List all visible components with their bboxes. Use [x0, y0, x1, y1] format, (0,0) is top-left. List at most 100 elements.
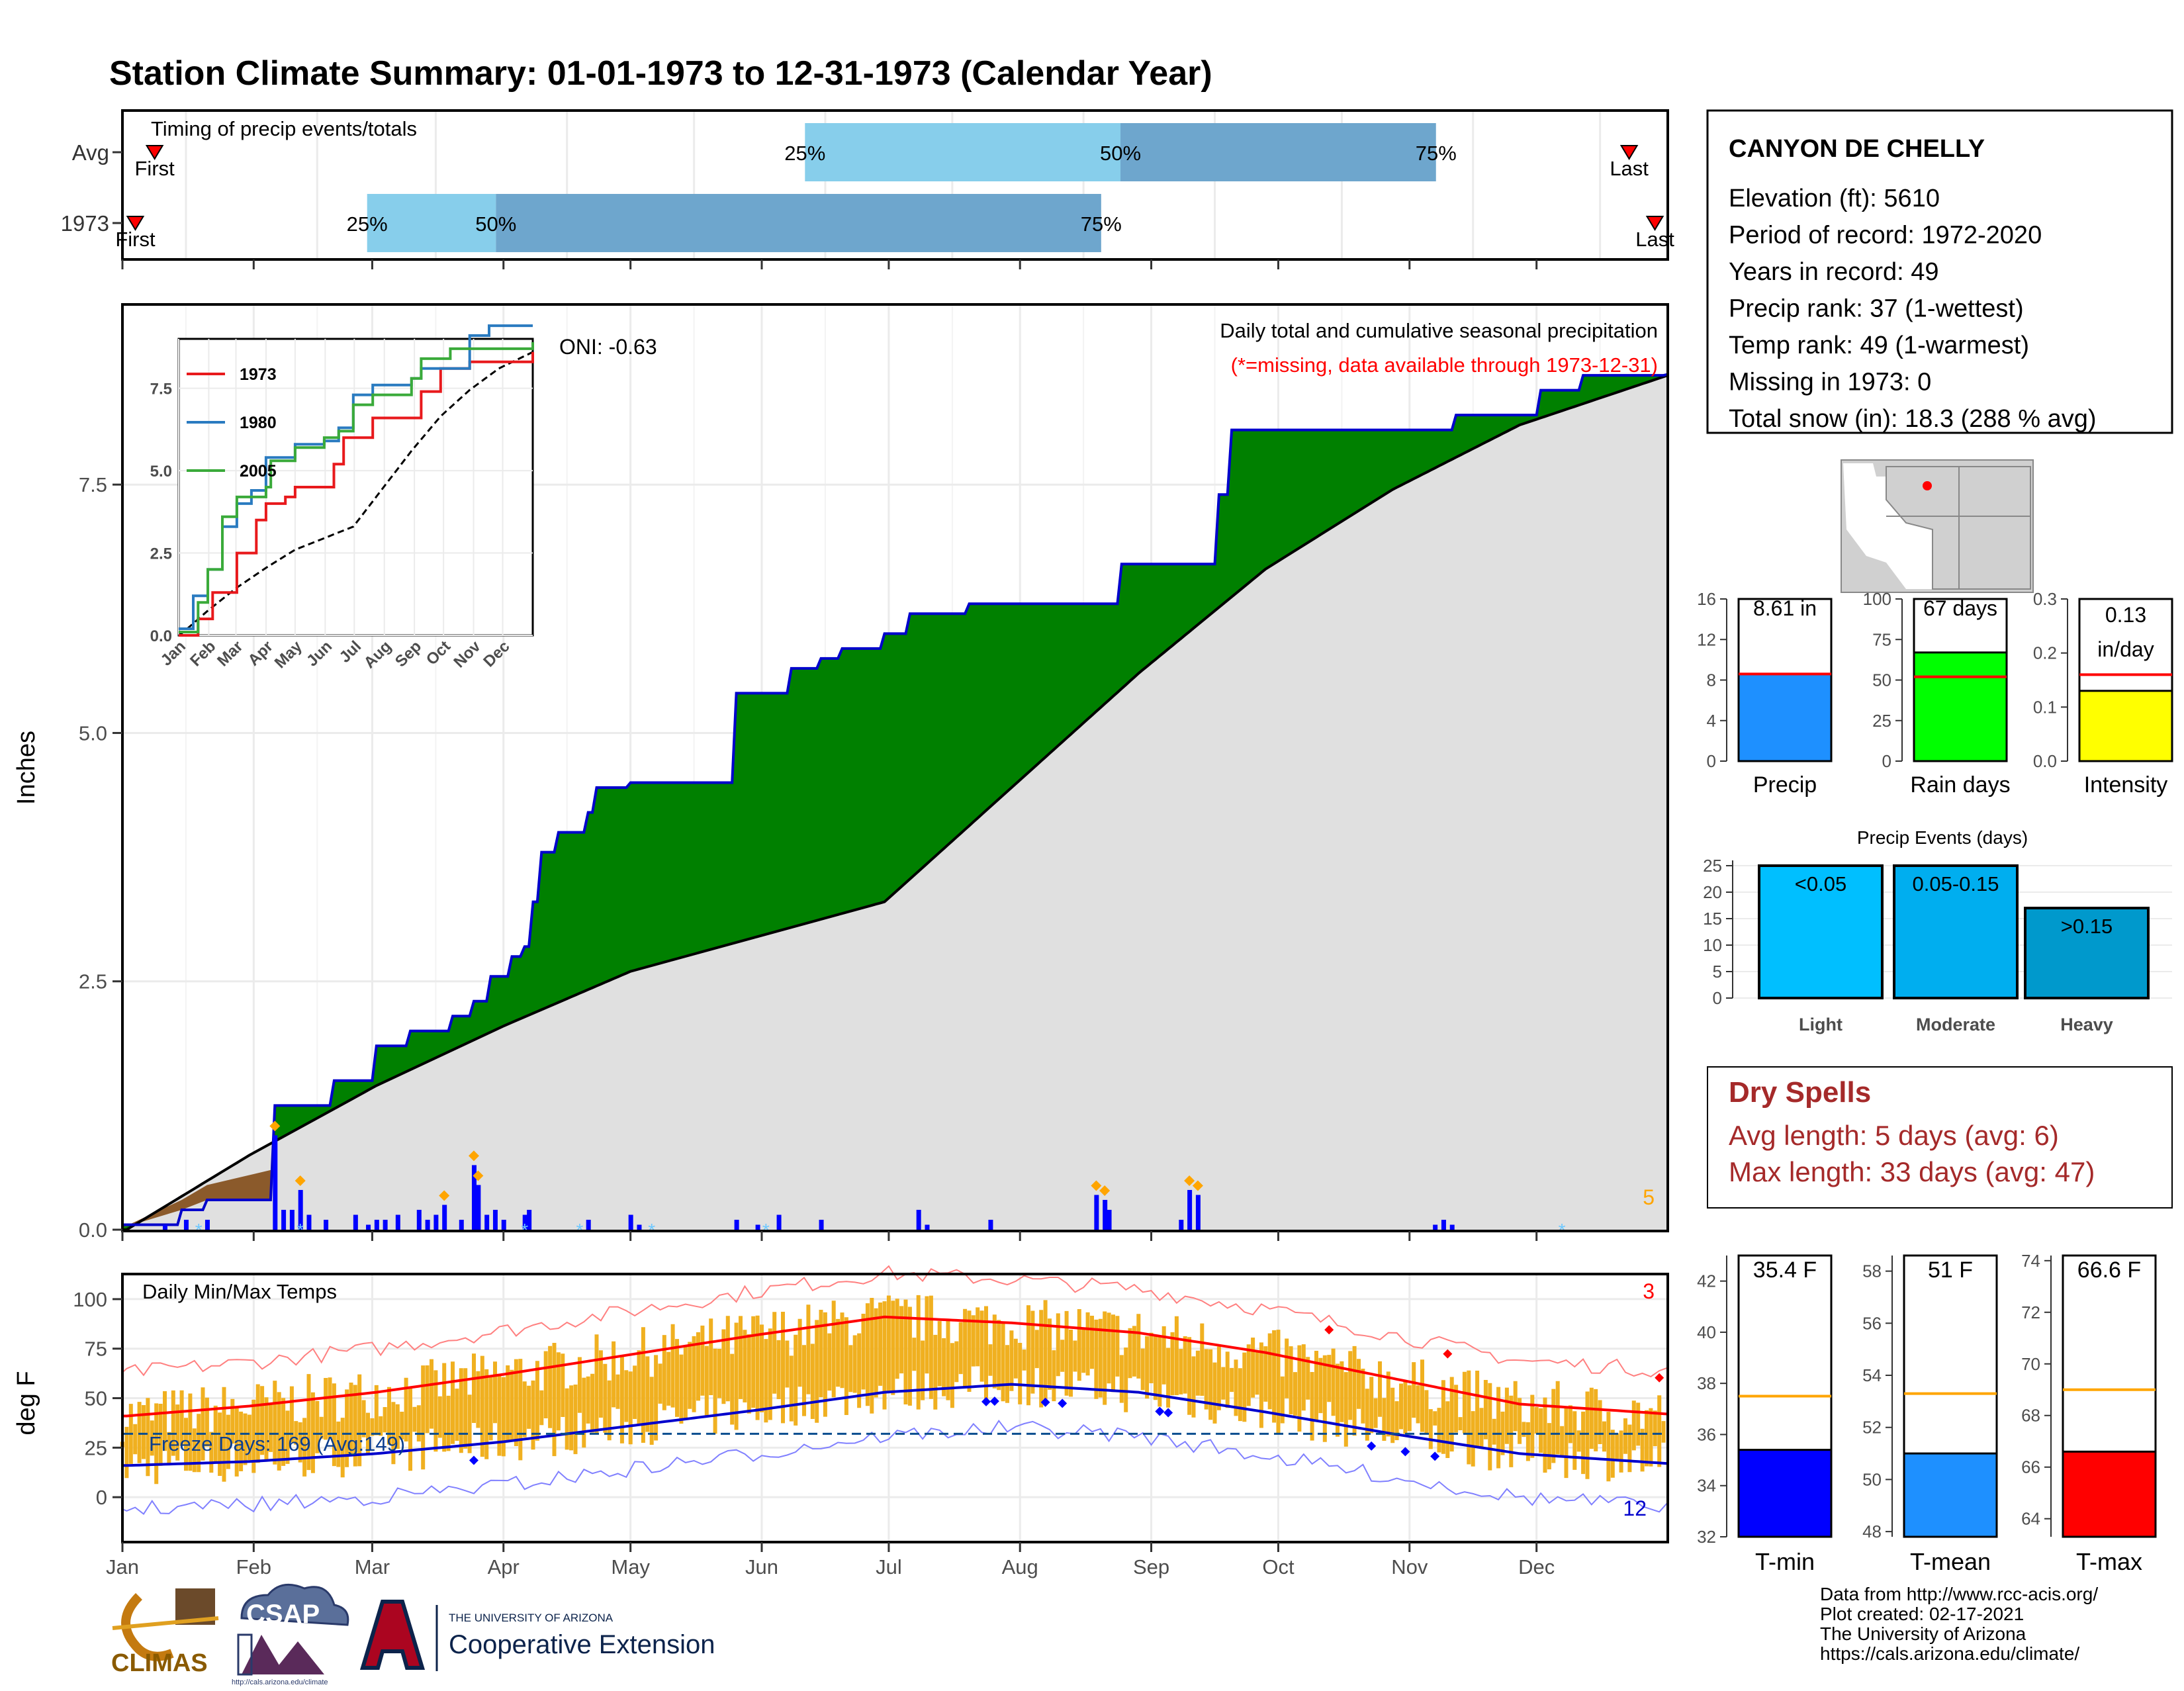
summary-bar-name: Intensity: [2084, 772, 2168, 798]
temps-y-tick-label: 75: [85, 1338, 107, 1361]
temp-bar-fill: [1737, 1449, 1833, 1538]
temp-bar-tick-label: 42: [1697, 1271, 1716, 1291]
record-low-marker: [469, 1455, 478, 1465]
station-info-box: CANYON DE CHELLY Elevation (ft): 5610 Per…: [1706, 109, 2173, 434]
daily-precip-bar: [416, 1209, 422, 1230]
below-average-area: [122, 1169, 271, 1228]
temps-count-bottom: 12: [1623, 1496, 1647, 1520]
summary-bar-tick-label: 16: [1697, 589, 1716, 609]
daily-precip-bar: [522, 1214, 527, 1230]
daily-precip-bar: [819, 1219, 824, 1230]
station-info-line: Precip rank: 37 (1-wettest): [1729, 295, 2024, 323]
month-tick-label: Aug: [1002, 1555, 1038, 1578]
timing-row-1973: 1973 25% 50% 75% First Last: [61, 194, 1674, 252]
climas-logo-text: CLIMAS: [111, 1649, 208, 1677]
footer-line: https://cals.arizona.edu/climate/: [1820, 1643, 2079, 1664]
timing-row-label: Avg: [72, 140, 109, 165]
main-precip-chart: * * * * * * * 0.02.55.07.5 Inches Daily total …: [13, 303, 1669, 1242]
temp-bar-name: T-min: [1755, 1548, 1815, 1575]
precip-event-category: Heavy: [2060, 1015, 2113, 1034]
precip-event-category: Moderate: [1916, 1015, 1995, 1034]
season-summary-bars: 0 4 8 12 16 8.61 in Precip 0 25 50 75 100 67 days Rai…: [1697, 589, 2173, 798]
timing-quartile-label: 75%: [1081, 212, 1122, 236]
timing-quartile-label: 25%: [347, 212, 388, 236]
events-tick-label: 5: [1713, 962, 1722, 982]
daily-precip-bar: [501, 1219, 506, 1230]
daily-precip-bar: [273, 1135, 278, 1230]
temp-bar-t-max: 64 66 68 70 72 74 66.6 F T-max: [2021, 1251, 2157, 1575]
temp-bar-tick-label: 32: [1697, 1527, 1716, 1547]
timing-last-label: Last: [1610, 157, 1649, 180]
daily-temps-chart: 0 25 50 75 100 Jan Feb Mar Apr May Jun Jul Aug Sep Oc…: [13, 259, 1669, 1578]
heavy-event-marker: [1091, 1180, 1102, 1191]
observed-cumulative-line: [122, 373, 1668, 1226]
summary-bar-precip: 0 4 8 12 16 8.61 in Precip: [1697, 589, 1833, 798]
temp-bar-tick-label: 72: [2021, 1303, 2040, 1322]
timing-last-marker: [1619, 145, 1639, 160]
daily-precip-bar: [1179, 1219, 1184, 1230]
record-high-marker: [1443, 1349, 1453, 1359]
timing-quartile-label: 75%: [1416, 142, 1457, 165]
csap-logo: CSAP http://cals.arizona.edu/climate: [232, 1583, 349, 1686]
daily-precip-bar: [628, 1214, 633, 1230]
heavy-event-marker: [295, 1175, 306, 1186]
temp-bar-tick-label: 40: [1697, 1322, 1716, 1342]
temp-bar-name: T-max: [2076, 1548, 2142, 1575]
daily-precip-bar: [459, 1219, 464, 1230]
precip-event-category: Light: [1799, 1015, 1843, 1034]
temp-bar-value: 35.4 F: [1753, 1257, 1817, 1283]
summary-bar-fill: [1737, 672, 1833, 762]
record-high-marker: [1655, 1373, 1664, 1383]
daily-precip-bar: [1441, 1219, 1446, 1230]
heavy-event-marker: [468, 1150, 479, 1162]
summary-bar-tick-label: 50: [1872, 670, 1891, 690]
climas-logo-swoosh: [112, 1616, 219, 1630]
daily-precip-bar: [183, 1219, 189, 1230]
inset-y-tick-label: 7.5: [150, 381, 172, 398]
record-low-marker: [1040, 1397, 1050, 1407]
daily-precip-bar: [205, 1219, 210, 1230]
temps-title: Daily Min/Max Temps: [142, 1280, 337, 1303]
timing-first-marker: [126, 216, 145, 231]
daily-precip-bar: [324, 1219, 329, 1230]
csap-logo-url: http://cals.arizona.edu/climate: [232, 1678, 328, 1686]
month-tick-label: Mar: [355, 1555, 390, 1578]
month-tick-label: Oct: [1262, 1555, 1295, 1578]
station-info-line: Total snow (in): 18.3 (288 % avg): [1729, 405, 2097, 433]
timing-quartile-2: [496, 194, 1101, 252]
summary-bar-name: Rain days: [1910, 772, 2010, 798]
timing-row-Avg: Avg 25% 50% 75% First Last: [72, 123, 1649, 181]
daily-precip-bar: [1187, 1189, 1193, 1230]
daily-precip-bar: [383, 1219, 388, 1230]
month-tick-label: Feb: [236, 1555, 271, 1578]
inset-y-tick-label: 2.5: [150, 545, 172, 563]
daily-precip-bar: [755, 1224, 760, 1230]
main-y-axis-label: Inches: [13, 731, 40, 805]
daily-precip-bar: [1449, 1224, 1455, 1230]
above-average-area: [122, 374, 1668, 1230]
temp-bar-tick-label: 64: [2021, 1509, 2040, 1529]
inset-line-2005: [178, 342, 534, 634]
temp-bar-tick-label: 36: [1697, 1424, 1716, 1444]
inset-y-tick-label: 5.0: [150, 463, 172, 480]
climas-logo: CLIMAS: [111, 1588, 219, 1677]
precip-event-bar-light: [1758, 864, 1884, 999]
record-low-marker: [1430, 1451, 1440, 1461]
month-tick-label: Nov: [1391, 1555, 1428, 1578]
temp-bar-value: 66.6 F: [2077, 1257, 2141, 1283]
csap-logo-mountains: [242, 1635, 324, 1674]
month-tick-label: May: [611, 1555, 650, 1578]
station-info-line: Years in record: 49: [1729, 258, 1939, 286]
climas-logo-sun: [121, 1593, 174, 1661]
temp-bar-fill: [2062, 1450, 2157, 1538]
month-tick-label: Sep: [1133, 1555, 1169, 1578]
summary-bar-fill: [1913, 651, 2008, 762]
inset-legend-label: 1980: [240, 414, 277, 432]
inset-legend-label: 2005: [240, 462, 277, 480]
daily-precip-bar: [492, 1209, 498, 1230]
daily-precip-bar: [395, 1214, 400, 1230]
precip-event-bar-label: <0.05: [1795, 872, 1846, 895]
record-low-marker: [1367, 1441, 1377, 1451]
record-low-marker: [1155, 1406, 1165, 1416]
